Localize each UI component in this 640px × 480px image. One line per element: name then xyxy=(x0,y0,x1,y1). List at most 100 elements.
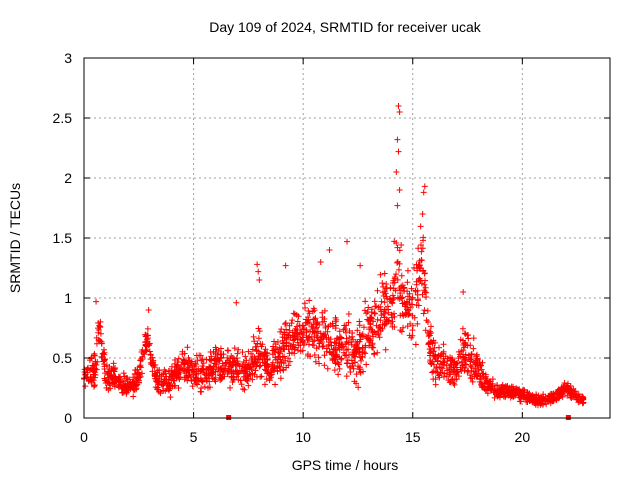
data-point xyxy=(170,371,177,378)
data-point xyxy=(360,368,367,375)
data-point xyxy=(345,319,352,326)
data-point xyxy=(203,376,210,383)
data-point xyxy=(293,330,300,337)
data-point xyxy=(231,345,238,352)
data-point xyxy=(538,395,545,402)
data-point xyxy=(311,307,318,314)
data-point xyxy=(351,378,358,385)
x-tick-labels: 0 5 10 15 20 xyxy=(80,429,530,445)
data-point xyxy=(427,330,434,337)
data-point xyxy=(103,362,110,369)
data-point xyxy=(288,320,295,327)
data-point xyxy=(342,340,349,347)
data-point xyxy=(203,366,210,373)
data-point xyxy=(435,372,442,379)
data-point xyxy=(228,352,235,359)
data-point xyxy=(350,336,357,343)
data-point xyxy=(311,337,318,344)
data-point xyxy=(340,326,347,333)
data-point xyxy=(333,316,340,323)
data-point xyxy=(349,362,356,369)
data-point xyxy=(369,341,376,348)
data-point xyxy=(104,378,111,385)
data-point xyxy=(359,331,366,338)
data-point xyxy=(149,362,156,369)
data-point xyxy=(431,344,438,351)
data-point xyxy=(421,183,428,190)
data-point xyxy=(515,390,522,397)
data-point xyxy=(333,351,340,358)
data-point xyxy=(207,364,214,371)
data-point xyxy=(394,202,401,209)
data-point xyxy=(368,306,375,313)
data-point xyxy=(384,295,391,302)
data-point xyxy=(334,359,341,366)
x-tick-label: 5 xyxy=(190,429,198,445)
data-point xyxy=(491,394,498,401)
data-point xyxy=(469,378,476,385)
x-tick-label: 0 xyxy=(80,429,88,445)
data-point xyxy=(404,293,411,300)
data-point xyxy=(167,394,174,401)
data-point xyxy=(256,277,263,283)
data-point xyxy=(194,357,201,364)
data-point xyxy=(381,270,388,277)
data-point xyxy=(309,342,316,349)
data-point xyxy=(213,359,220,366)
data-point xyxy=(274,339,281,346)
data-point xyxy=(468,351,475,358)
data-point xyxy=(91,350,98,357)
data-point xyxy=(352,359,359,366)
data-point xyxy=(97,318,104,325)
data-point xyxy=(379,321,386,328)
data-point xyxy=(374,349,381,356)
data-point xyxy=(388,314,395,321)
data-point xyxy=(225,365,232,372)
data-point xyxy=(258,343,265,350)
data-point xyxy=(325,334,332,341)
data-point xyxy=(218,375,225,382)
data-point xyxy=(392,271,399,278)
data-point xyxy=(327,349,334,356)
data-point xyxy=(100,357,107,364)
data-point xyxy=(280,360,287,367)
data-point xyxy=(286,358,293,365)
data-point xyxy=(453,369,460,376)
data-point xyxy=(359,353,366,360)
data-point xyxy=(317,330,324,337)
data-point xyxy=(415,261,422,268)
data-point xyxy=(276,348,283,355)
data-point xyxy=(341,322,348,329)
data-point xyxy=(390,296,397,303)
data-point xyxy=(93,366,100,373)
data-point xyxy=(523,398,530,405)
data-point xyxy=(291,350,298,357)
y-tick-label: 2.5 xyxy=(53,110,73,126)
data-point xyxy=(346,364,353,371)
data-point xyxy=(279,340,286,347)
data-point xyxy=(520,392,527,399)
data-point xyxy=(111,383,118,390)
data-point xyxy=(432,381,439,388)
data-point xyxy=(555,395,562,402)
data-point xyxy=(358,332,365,339)
data-point xyxy=(355,384,362,391)
data-point xyxy=(362,298,369,305)
data-point xyxy=(420,234,427,241)
data-point xyxy=(245,375,252,382)
data-point xyxy=(101,346,108,353)
data-point xyxy=(217,355,224,362)
data-point xyxy=(194,381,201,388)
data-point xyxy=(468,351,475,358)
data-point xyxy=(440,341,447,348)
data-point xyxy=(411,314,418,321)
data-point xyxy=(425,333,432,340)
data-point xyxy=(291,310,298,317)
y-tick-label: 1 xyxy=(64,290,72,306)
data-point xyxy=(477,362,484,369)
data-point xyxy=(419,245,426,252)
data-point xyxy=(171,382,178,389)
data-point xyxy=(254,261,261,268)
data-point xyxy=(459,337,466,344)
data-point xyxy=(261,349,268,356)
